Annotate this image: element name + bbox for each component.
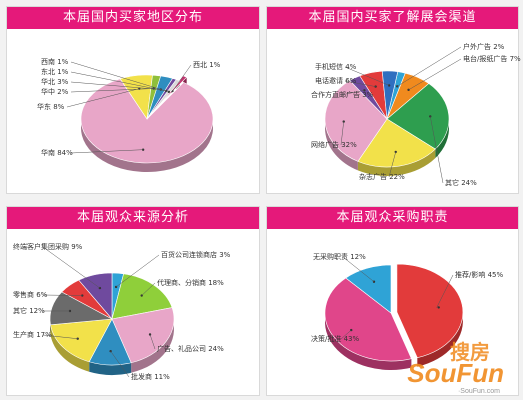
- watermark-brand-cn: 搜房: [450, 342, 490, 364]
- leader-line: [42, 294, 83, 296]
- slice-label: 电台/报纸广告 7%: [463, 54, 521, 63]
- slice-label: 华东 8%: [37, 102, 65, 111]
- slice-label: 终端客户集团采购 9%: [13, 242, 83, 251]
- pie-chart-4: 推荐/影响 45% 决策/批准 43% 无采购职责 12%: [311, 252, 503, 370]
- slice-label: 合作方直邮广告 3%: [311, 90, 374, 99]
- pie-chart-2: 户外广告 2% 电台/报纸广告 7% 其它 24% 杂志广告 22% 网络广告 32% 合…: [311, 42, 521, 187]
- slice-label: 手机短信 4%: [315, 62, 357, 71]
- pie-slice-dot: [437, 306, 440, 309]
- slice-label: 百货公司连锁商店 3%: [161, 250, 231, 259]
- pie-slice-手机短信: [381, 70, 399, 120]
- pie-slice-决策/批准: [324, 277, 412, 362]
- pie-slice-广告、礼品公司: [111, 307, 175, 364]
- chart-panel-1: 本届国内买家地区分布 西北 1% 华南 84% 华东 8% 华中 2% 华北 3% 东北 …: [6, 6, 260, 194]
- leader-line: [70, 88, 154, 93]
- pie-slice-终端客户集团采购: [78, 272, 113, 320]
- slice-label: 华北 3%: [41, 77, 69, 86]
- pie-slice-dot: [396, 85, 399, 88]
- slice-label: 户外广告 2%: [463, 42, 505, 51]
- slice-label: 其它 24%: [445, 178, 477, 187]
- pie-slice-dot: [148, 333, 152, 336]
- leader-line: [171, 64, 192, 93]
- leader-line: [340, 90, 365, 96]
- slice-label: 电话邀请 6%: [315, 76, 357, 85]
- leader-line: [430, 116, 444, 184]
- leader-line: [42, 246, 101, 289]
- chart-title-2: 本届国内买家了解展会渠道: [267, 7, 518, 29]
- leader-line: [141, 282, 156, 296]
- pie-slice-dot: [342, 120, 345, 123]
- slice-label: 广告、礼品公司 24%: [157, 344, 224, 353]
- leader-line: [397, 46, 462, 87]
- leader-line: [344, 66, 390, 86]
- leader-line: [388, 151, 396, 178]
- watermark-brand-en: SouFun: [407, 358, 504, 388]
- pie-slice-无采购职责: [345, 264, 392, 314]
- pie-slice-dot: [374, 85, 377, 88]
- leader-line: [344, 80, 376, 87]
- slice-label: 华中 2%: [41, 87, 69, 96]
- watermark-url: ·SouFun.com: [457, 388, 500, 395]
- leader-line: [342, 256, 375, 282]
- chart-panel-2: 本届国内买家了解展会渠道 户外广告 2% 电台/报纸广告 7% 其它 24% 杂志广告…: [266, 6, 521, 194]
- leader-line: [340, 121, 344, 146]
- leader-line: [110, 351, 130, 378]
- pie-slice-生产商: [50, 318, 113, 363]
- pie-slice-side: [324, 278, 412, 370]
- slice-label: 华南 84%: [41, 148, 73, 157]
- chart-title-3: 本届观众来源分析: [7, 207, 259, 229]
- slice-label: 其它 12%: [13, 306, 45, 315]
- slice-label: 批发商 11%: [131, 372, 170, 381]
- chart-title-1: 本届国内买家地区分布: [7, 7, 259, 29]
- leader-line: [436, 274, 454, 308]
- leader-line: [70, 81, 161, 90]
- pie-slice-side: [50, 324, 90, 372]
- leader-line: [340, 329, 352, 340]
- slice-label: 西南 1%: [41, 57, 69, 66]
- pie-slice-杂志广告: [357, 118, 436, 168]
- chart-panel-4: 本届观众采购职责 推荐/影响 45% 决策/批准 43% 无采购职责 12% 搜房 …: [266, 206, 519, 396]
- slice-label: 东北 1%: [41, 67, 69, 76]
- chart-title-4: 本届观众采购职责: [267, 207, 518, 229]
- pie-chart-3: 百货公司连锁商店 3% 代理商、分销商 18% 广告、礼品公司 24% 批发商 11%…: [13, 242, 231, 381]
- pie-chart-1: 西北 1% 华南 84% 华东 8% 华中 2%华北 3%东北 1%西南 1%: [37, 57, 221, 172]
- leader-line: [70, 149, 144, 154]
- pie-slice-华南: [80, 78, 214, 164]
- chart-panel-3: 本届观众来源分析 百货公司连锁商店 3% 代理商、分销商 18% 广告、礼品公司 2…: [6, 206, 260, 396]
- leader-line: [42, 334, 78, 339]
- pie-slice-网络广告: [324, 80, 388, 162]
- leader-line: [66, 88, 140, 108]
- pie-slice-side: [357, 149, 436, 176]
- slice-label: 推荐/影响 45%: [455, 270, 503, 279]
- slice-label: 杂志广告 22%: [359, 172, 405, 181]
- slice-label: 零售商 6%: [13, 290, 48, 299]
- leader-line: [70, 61, 169, 93]
- leader-line: [408, 58, 462, 91]
- slice-label: 网络广告 32%: [311, 140, 357, 149]
- slice-label: 西北 1%: [193, 61, 221, 69]
- slice-label: 决策/批准 43%: [311, 334, 359, 343]
- pie-slice-side: [131, 307, 174, 373]
- slice-label: 代理商、分销商 18%: [157, 278, 224, 287]
- pie-slice-dot: [81, 294, 84, 297]
- pie-slice-推荐/影响: [396, 263, 464, 359]
- leader-line: [70, 71, 167, 92]
- slice-label: 无采购职责 12%: [313, 252, 366, 261]
- leader-line: [115, 254, 160, 288]
- slice-label: 生产商 17%: [13, 330, 52, 339]
- leader-line: [149, 334, 156, 350]
